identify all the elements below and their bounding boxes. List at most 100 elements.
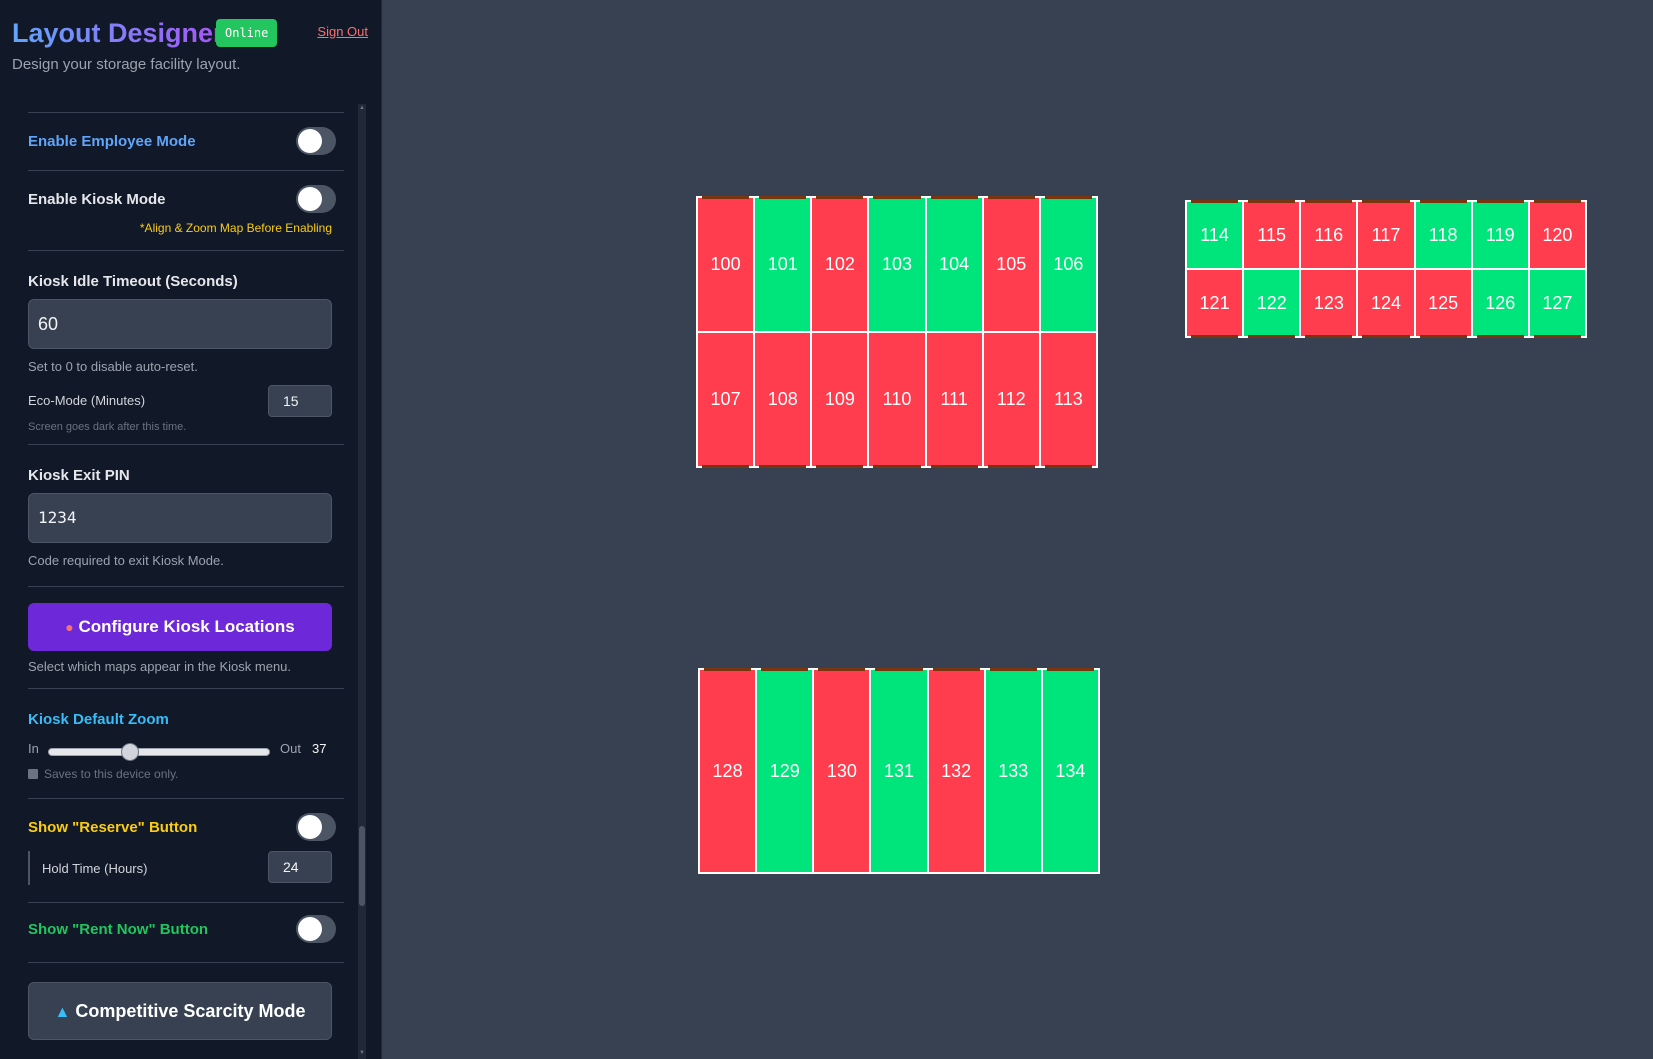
- hold-time-input[interactable]: 24: [268, 851, 332, 883]
- unit-number: 134: [1055, 760, 1086, 781]
- unit-door: [816, 196, 864, 199]
- storage-unit[interactable]: 105: [983, 196, 1039, 331]
- unit-door: [932, 668, 980, 671]
- kiosk-mode-row: Enable Kiosk Mode *Align & Zoom Map Befo…: [28, 170, 344, 250]
- storage-unit[interactable]: 133: [985, 668, 1041, 872]
- storage-unit[interactable]: 122: [1244, 270, 1300, 338]
- toggle-knob: [298, 917, 322, 941]
- eco-mode-label: Eco-Mode (Minutes): [28, 393, 146, 408]
- settings-panel[interactable]: Enable Employee Mode Enable Kiosk Mode *…: [12, 104, 368, 1059]
- storage-unit[interactable]: 108: [755, 333, 811, 468]
- storage-unit[interactable]: 106: [1040, 196, 1096, 331]
- storage-unit[interactable]: 120: [1529, 200, 1585, 268]
- storage-unit[interactable]: 114: [1187, 200, 1243, 268]
- kiosk-mode-toggle[interactable]: [296, 185, 336, 213]
- storage-unit[interactable]: 129: [757, 668, 813, 872]
- unit-door: [989, 668, 1037, 671]
- exit-pin-hint: Code required to exit Kiosk Mode.: [28, 553, 224, 568]
- unit-door: [873, 196, 921, 199]
- storage-unit[interactable]: 118: [1415, 200, 1471, 268]
- unit-number: 116: [1314, 224, 1344, 245]
- storage-unit[interactable]: 112: [983, 333, 1039, 468]
- storage-unit[interactable]: 123: [1301, 270, 1357, 338]
- unit-block-a[interactable]: 100 101 102 103 104 105 106 107 108 109 110 111 112 1…: [696, 196, 1098, 468]
- unit-number: 101: [767, 254, 798, 274]
- zoom-slider-track[interactable]: [48, 748, 270, 756]
- idle-timeout-input[interactable]: 60: [28, 299, 332, 349]
- unit-number: 113: [1054, 389, 1083, 409]
- zoom-note-row: Saves to this device only.: [28, 767, 179, 781]
- storage-unit[interactable]: 125: [1415, 270, 1471, 338]
- reserve-button-toggle[interactable]: [296, 813, 336, 841]
- storage-unit[interactable]: 103: [869, 196, 925, 331]
- eco-mode-input[interactable]: 15: [268, 385, 332, 417]
- scrollbar-track[interactable]: [358, 104, 366, 1059]
- storage-unit[interactable]: 100: [698, 196, 754, 331]
- kiosk-locations-section: ● Configure Kiosk Locations Select which…: [28, 586, 344, 684]
- storage-unit[interactable]: 113: [1040, 333, 1096, 468]
- scrollbar-thumb[interactable]: [359, 826, 365, 906]
- unit-door: [759, 196, 807, 199]
- unit-number: 122: [1256, 292, 1287, 313]
- storage-unit[interactable]: 115: [1244, 200, 1300, 268]
- unit-block-c[interactable]: 128 129 130 131 132 133 134: [698, 668, 1100, 874]
- storage-unit[interactable]: 107: [698, 333, 754, 468]
- status-badge: Online: [216, 19, 278, 47]
- storage-unit[interactable]: 127: [1529, 270, 1585, 338]
- scroll-down-icon[interactable]: ▼: [359, 1050, 365, 1056]
- unit-block-b[interactable]: 114 115 116 117 118 119 120 121 122 123 124 125 126 1…: [1185, 200, 1587, 338]
- storage-unit[interactable]: 124: [1358, 270, 1414, 338]
- unit-number: 133: [998, 760, 1029, 781]
- zoom-out-label: Out: [280, 741, 301, 756]
- employee-mode-toggle[interactable]: [296, 127, 336, 155]
- storage-unit[interactable]: 121: [1187, 270, 1243, 338]
- competitive-scarcity-mode-button[interactable]: ▲ Competitive Scarcity Mode: [28, 982, 332, 1040]
- zoom-note: Saves to this device only.: [44, 767, 179, 781]
- configure-kiosk-locations-button[interactable]: ● Configure Kiosk Locations: [28, 603, 332, 651]
- unit-number: 131: [883, 760, 915, 781]
- map-canvas[interactable]: 100 101 102 103 104 105 106 107 108 109 110 111 112 1…: [382, 0, 1653, 1059]
- unit-door: [1476, 335, 1524, 338]
- storage-unit[interactable]: 116: [1301, 200, 1357, 268]
- unit-number: 104: [939, 254, 970, 274]
- reserve-button-section: Show "Reserve" Button Hold Time (Hours) …: [28, 798, 344, 896]
- unit-number: 108: [767, 389, 798, 409]
- storage-unit[interactable]: 134: [1042, 668, 1098, 872]
- exit-pin-input[interactable]: 1234: [28, 493, 332, 543]
- unit-door: [930, 196, 978, 199]
- unit-number: 124: [1370, 292, 1402, 313]
- save-disk-icon: [28, 769, 38, 779]
- unit-number: 107: [710, 389, 741, 409]
- rent-now-toggle[interactable]: [296, 915, 336, 943]
- storage-unit[interactable]: 102: [812, 196, 868, 331]
- unit-number: 117: [1371, 224, 1401, 245]
- unit-door: [875, 668, 923, 671]
- kiosk-locations-hint: Select which maps appear in the Kiosk me…: [28, 659, 292, 674]
- storage-unit[interactable]: 110: [869, 333, 925, 468]
- app-title: Layout Designer: [12, 18, 224, 48]
- sign-out-link[interactable]: Sign Out: [317, 24, 368, 39]
- unit-door: [1362, 200, 1410, 203]
- unit-door: [761, 668, 809, 671]
- unit-door: [1533, 335, 1581, 338]
- storage-unit[interactable]: 111: [926, 333, 982, 468]
- zoom-slider-thumb[interactable]: [121, 743, 140, 761]
- storage-unit[interactable]: 109: [812, 333, 868, 468]
- storage-unit[interactable]: 128: [700, 668, 756, 872]
- storage-unit[interactable]: 119: [1472, 200, 1528, 268]
- scroll-up-icon[interactable]: ▲: [359, 105, 365, 111]
- storage-unit[interactable]: 101: [755, 196, 811, 331]
- storage-unit[interactable]: 126: [1472, 270, 1528, 338]
- rent-now-section: Show "Rent Now" Button: [28, 902, 344, 962]
- sidebar-header: Layout Designer Online Sign Out Design y…: [12, 16, 368, 76]
- unit-number: 130: [826, 760, 857, 781]
- storage-unit[interactable]: 130: [814, 668, 870, 872]
- unit-door: [702, 465, 750, 468]
- unit-door: [702, 196, 750, 199]
- storage-unit[interactable]: 132: [928, 668, 984, 872]
- storage-unit[interactable]: 104: [926, 196, 982, 331]
- unit-number: 126: [1485, 292, 1516, 313]
- storage-unit[interactable]: 131: [871, 668, 927, 872]
- unit-number: 123: [1313, 292, 1344, 313]
- storage-unit[interactable]: 117: [1358, 200, 1414, 268]
